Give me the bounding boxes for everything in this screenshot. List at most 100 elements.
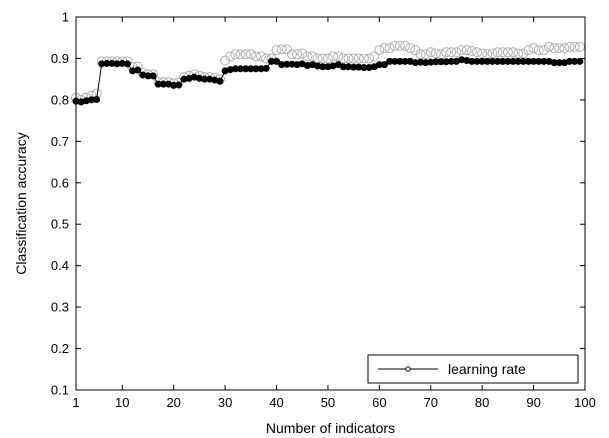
- secondary-point: [317, 53, 328, 64]
- x-tick-label: 100: [574, 395, 596, 410]
- secondary-point: [256, 51, 267, 62]
- secondary-point: [574, 41, 585, 52]
- secondary-point: [451, 47, 462, 58]
- secondary-point: [430, 48, 441, 59]
- secondary-point: [338, 53, 349, 64]
- secondary-point: [333, 51, 344, 62]
- secondary-point: [369, 51, 380, 62]
- plot-frame: [75, 16, 586, 391]
- secondary-point: [554, 43, 565, 54]
- x-tick-label: 90: [526, 395, 540, 410]
- secondary-point: [358, 53, 369, 64]
- secondary-point: [245, 49, 256, 60]
- legend-marker: [405, 366, 411, 372]
- ticks-layer: 1 10 20 30 40 50 60 70 80 90 100 0.1 0.2 0.3 0.4 0.5 0.6…: [51, 10, 596, 411]
- secondary-point: [276, 44, 287, 55]
- series-learning-rate: [72, 56, 584, 106]
- y-axis-label: Classification accuracy: [13, 132, 29, 274]
- learning-rate-point: [273, 57, 281, 65]
- secondary-point: [441, 47, 452, 58]
- secondary-point: [384, 43, 395, 54]
- secondary-point: [271, 45, 282, 56]
- secondary-point: [549, 43, 560, 54]
- secondary-point: [225, 51, 236, 62]
- secondary-point: [497, 47, 508, 58]
- y-tick-label: 0.3: [51, 300, 69, 315]
- y-tick-label: 0.6: [51, 175, 69, 190]
- secondary-point: [389, 41, 400, 52]
- x-tick-label: 40: [269, 395, 283, 410]
- secondary-point: [400, 41, 411, 52]
- secondary-point: [328, 51, 339, 62]
- secondary-point: [240, 49, 251, 60]
- secondary-point: [379, 43, 390, 54]
- legend-entry-learning-rate: learning rate: [448, 361, 526, 377]
- learning-rate-point: [123, 60, 131, 68]
- y-tick-label: 0.2: [51, 341, 69, 356]
- x-tick-label: 1: [72, 395, 79, 410]
- secondary-point: [564, 41, 575, 52]
- y-tick-label: 1: [62, 10, 69, 25]
- secondary-point: [343, 53, 354, 64]
- secondary-point: [538, 45, 549, 56]
- secondary-point: [307, 51, 318, 62]
- secondary-point: [508, 47, 519, 58]
- secondary-point: [569, 41, 580, 52]
- secondary-point: [461, 45, 472, 56]
- secondary-point: [472, 47, 483, 58]
- axes-layer: [75, 16, 586, 391]
- secondary-point: [466, 45, 477, 56]
- secondary-point: [446, 47, 457, 58]
- y-tick-label: 0.9: [51, 51, 69, 66]
- secondary-point: [286, 49, 297, 60]
- x-tick-label: 70: [424, 395, 438, 410]
- y-tick-label: 0.8: [51, 92, 69, 107]
- secondary-point: [420, 49, 431, 60]
- learning-rate-point: [149, 72, 157, 80]
- secondary-point: [456, 45, 467, 56]
- secondary-point: [559, 43, 570, 54]
- x-tick-label: 20: [166, 395, 180, 410]
- secondary-point: [302, 51, 313, 62]
- secondary-point: [502, 47, 513, 58]
- secondary-point: [405, 43, 416, 54]
- secondary-point: [348, 53, 359, 64]
- x-tick-label: 80: [475, 395, 489, 410]
- secondary-point: [523, 45, 534, 56]
- secondary-point: [292, 49, 303, 60]
- learning-rate-point: [134, 66, 142, 74]
- y-tick-label: 0.4: [51, 258, 69, 273]
- secondary-point: [425, 47, 436, 58]
- x-axis-label: Number of indicators: [266, 420, 395, 436]
- learning-rate-point: [262, 64, 270, 72]
- secondary-point: [528, 43, 539, 54]
- secondary-point: [322, 53, 333, 64]
- legend: learning rate: [367, 354, 579, 384]
- y-tick-label: 0.5: [51, 217, 69, 232]
- y-tick-label: 0.7: [51, 134, 69, 149]
- secondary-point: [533, 45, 544, 56]
- secondary-point: [230, 49, 241, 60]
- y-tick-label: 0.1: [51, 383, 69, 398]
- secondary-point: [353, 53, 364, 64]
- x-tick-label: 10: [115, 395, 129, 410]
- series-layer: [71, 41, 585, 106]
- learning-rate-point: [93, 95, 101, 103]
- secondary-point: [281, 44, 292, 55]
- secondary-point: [374, 45, 385, 56]
- x-tick-label: 60: [372, 395, 386, 410]
- learning-rate-point: [216, 77, 224, 85]
- x-tick-label: 50: [321, 395, 335, 410]
- secondary-point: [297, 48, 308, 59]
- secondary-point: [364, 53, 375, 64]
- secondary-point: [492, 47, 503, 58]
- secondary-point: [544, 41, 555, 52]
- secondary-point: [394, 41, 405, 52]
- x-tick-label: 30: [218, 395, 232, 410]
- secondary-point: [235, 49, 246, 60]
- secondary-point: [250, 51, 261, 62]
- learning-rate-point: [576, 57, 584, 65]
- learning-rate-point: [175, 81, 183, 89]
- learning-rate-point: [380, 61, 388, 69]
